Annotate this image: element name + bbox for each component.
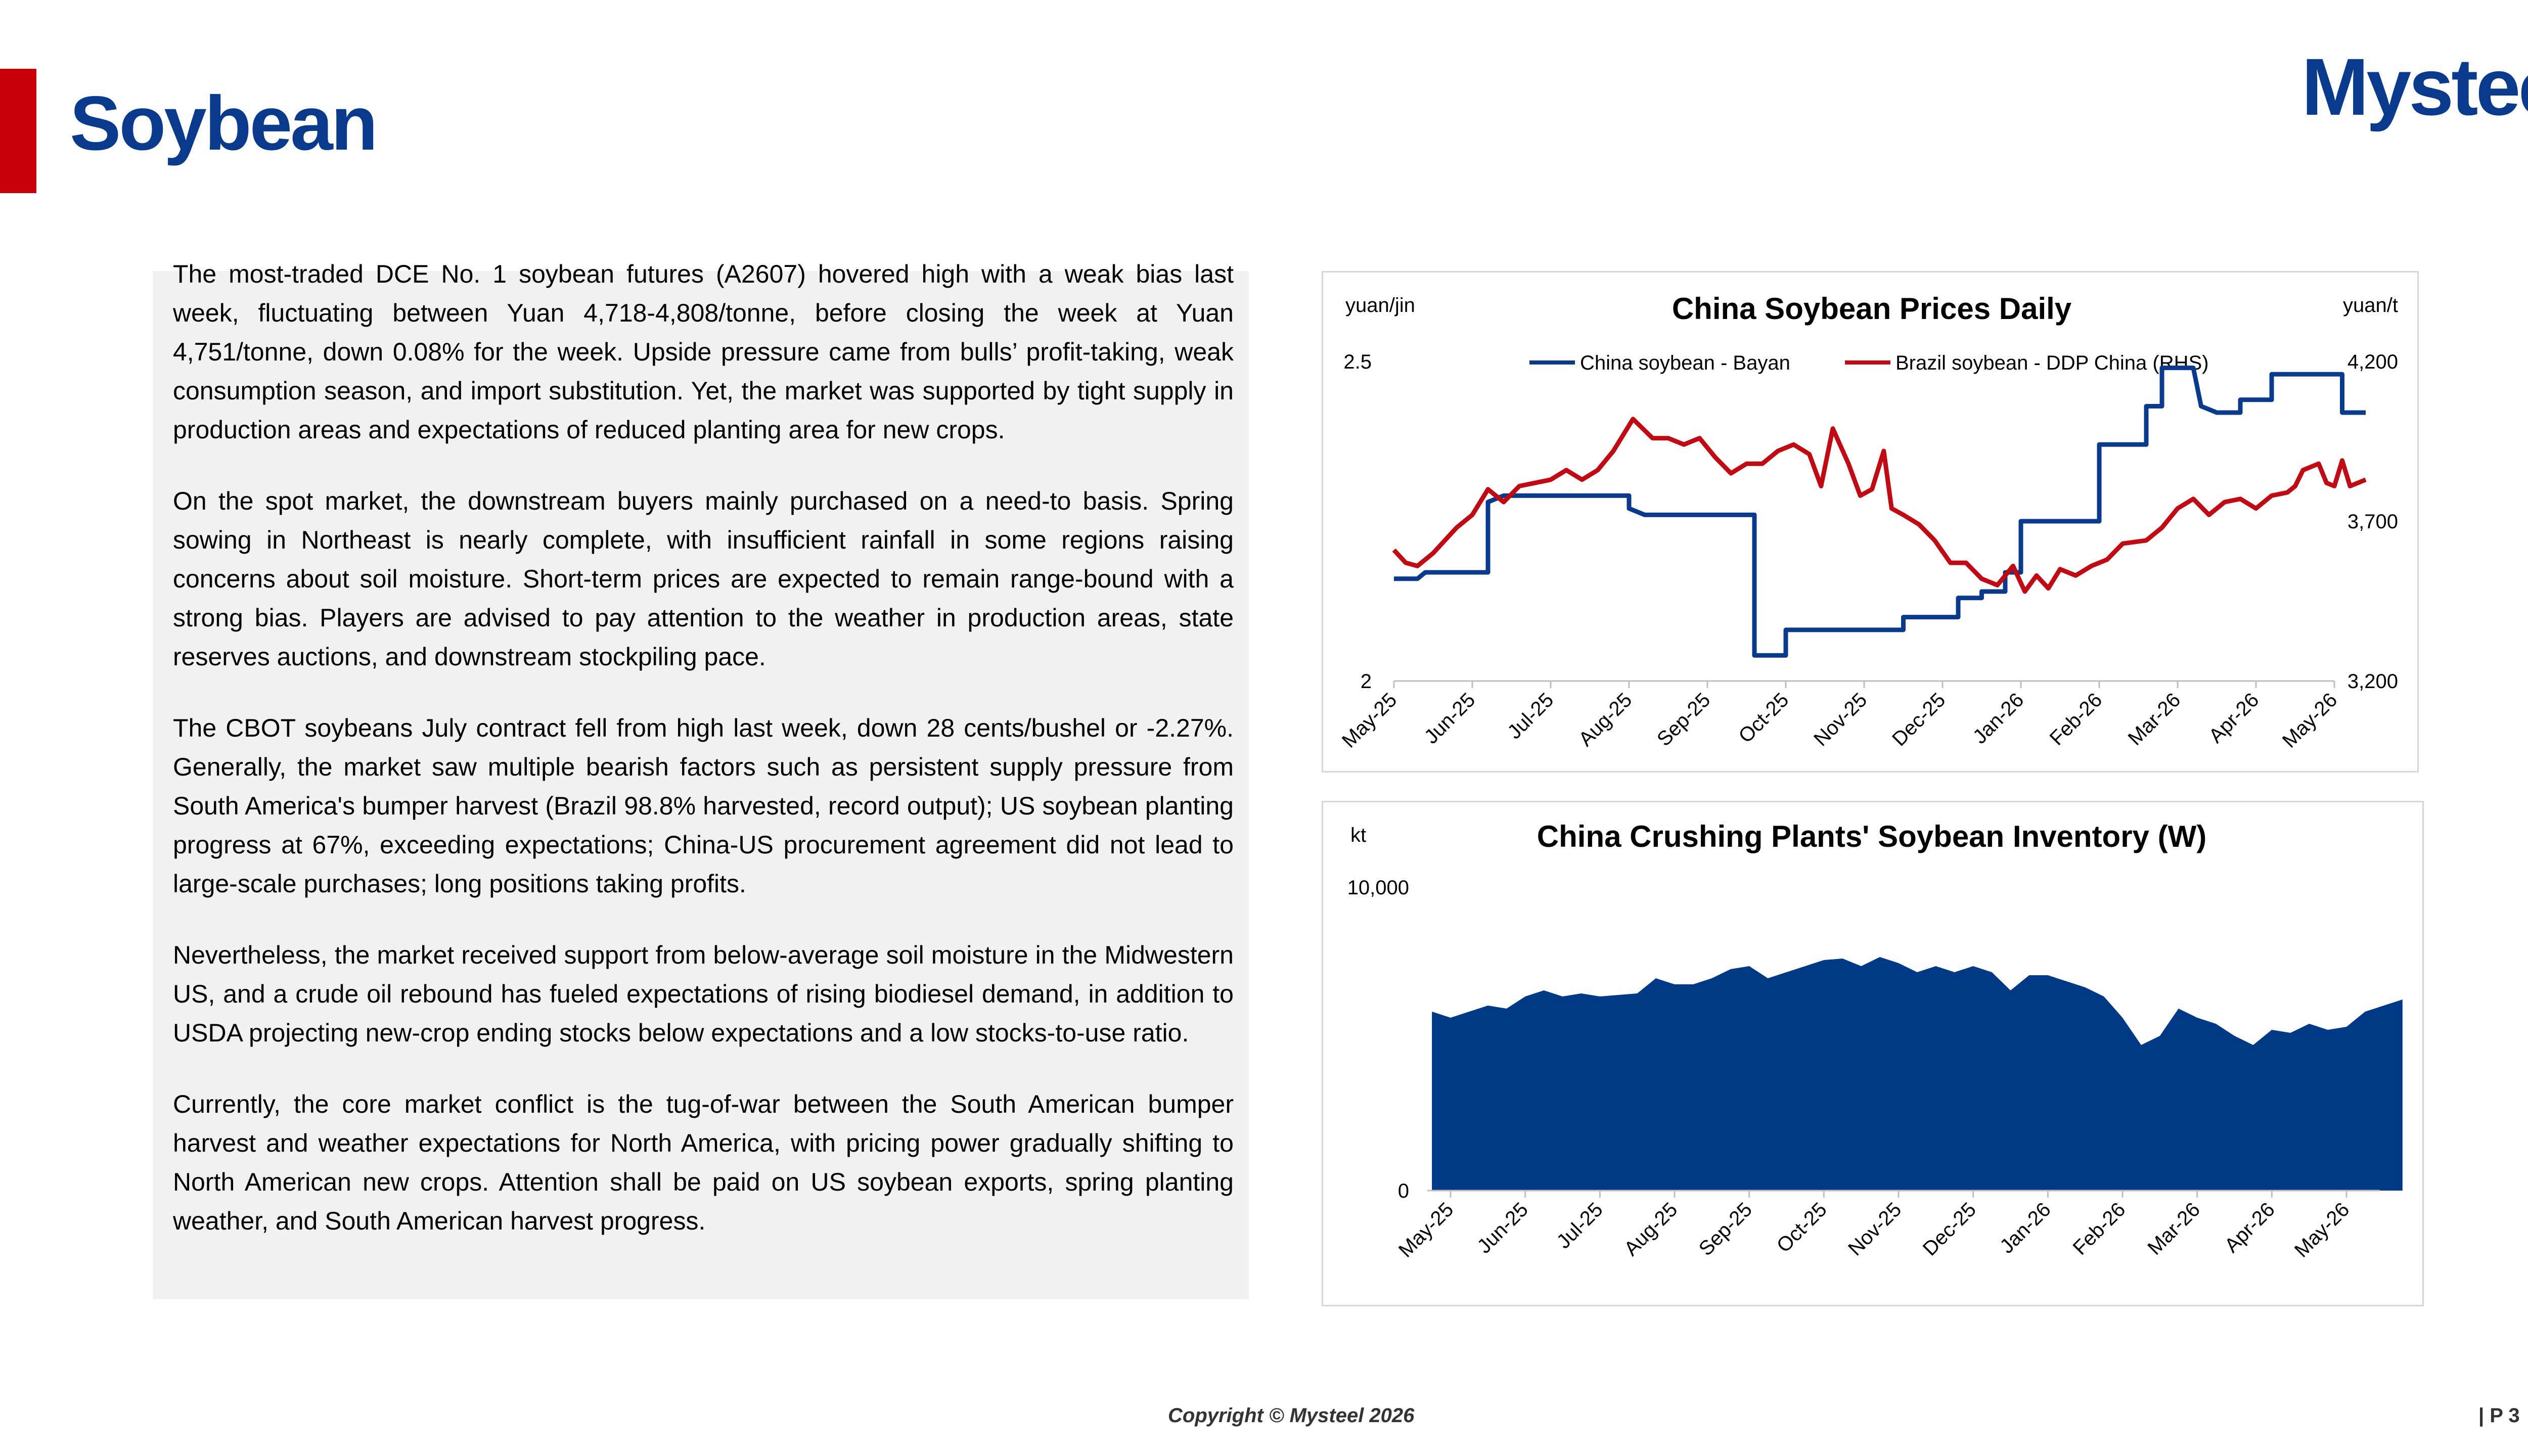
x-tick-label: Apr-26 <box>2221 1198 2279 1257</box>
x-tick-label: Oct-25 <box>1734 689 1793 747</box>
logo-text: Mysteel <box>2301 41 2528 132</box>
y-tick: 10,000 <box>1347 877 1409 899</box>
x-tick-label: Mar-26 <box>2124 689 2185 750</box>
x-tick-label: Aug-25 <box>1574 689 1636 750</box>
x-tick-label: Apr-26 <box>2204 689 2263 747</box>
x-tick-label: May-25 <box>1394 1198 1458 1261</box>
x-tick-label: Sep-25 <box>1695 1198 1756 1260</box>
y-tick-right: 3,700 <box>2348 511 2398 533</box>
paragraph: The CBOT soybeans July contract fell fro… <box>173 714 1234 898</box>
x-tick-label: Feb-26 <box>2069 1198 2130 1259</box>
x-tick-label: Nov-25 <box>1844 1198 1906 1260</box>
mysteel-logo: Mysteel <box>2301 47 2528 127</box>
page-number: | P 3 <box>2478 1404 2520 1427</box>
price-chart: China Soybean Prices Daily yuan/jin yuan/t… <box>1322 271 2419 772</box>
paragraph: The most-traded DCE No. 1 soybean future… <box>173 260 1234 444</box>
inventory-chart: China Crushing Plants' Soybean Inventory… <box>1322 801 2424 1306</box>
x-tick-label: May-25 <box>1338 689 1401 752</box>
y-axis-label-left: yuan/jin <box>1345 294 1415 316</box>
x-tick-label: Sep-25 <box>1653 689 1714 750</box>
commentary-text: The most-traded DCE No. 1 soybean future… <box>173 255 1234 1273</box>
x-tick-label: Aug-25 <box>1620 1198 1682 1260</box>
chart-title: China Crushing Plants' Soybean Inventory… <box>1537 820 2206 853</box>
x-tick-label: May-26 <box>2290 1198 2354 1261</box>
x-tick-label: Oct-25 <box>1773 1198 1831 1257</box>
x-tick-label: Feb-26 <box>2046 689 2107 750</box>
paragraph: On the spot market, the downstream buyer… <box>173 487 1234 671</box>
series-line-brazil-ddp <box>1392 417 2367 594</box>
y-axis-label-right: yuan/t <box>2343 294 2398 316</box>
page-title: Soybean <box>70 80 378 166</box>
y-tick-left: 2 <box>1361 670 1372 693</box>
y-tick: 0 <box>1398 1180 1409 1202</box>
x-tick-label: Mar-26 <box>2143 1198 2204 1259</box>
x-tick-label: Dec-25 <box>1919 1198 1980 1260</box>
series-line-china-bayan <box>1394 366 2366 658</box>
legend-label: China soybean - Bayan <box>1580 352 1790 374</box>
y-axis-label: kt <box>1350 824 1366 846</box>
x-tick-label: Jul-25 <box>1503 689 1558 743</box>
legend-label: Brazil soybean - DDP China (RHS) <box>1895 352 2208 374</box>
price-chart-svg: China Soybean Prices Daily yuan/jin yuan/t… <box>1338 292 2398 752</box>
y-tick-left: 2.5 <box>1343 351 1372 373</box>
paragraph: Nevertheless, the market received suppor… <box>173 941 1234 1047</box>
x-tick-label: Jun-25 <box>1420 689 1480 748</box>
inventory-area <box>1432 957 2403 1191</box>
x-tick-label: May-26 <box>2278 689 2341 752</box>
commentary-panel <box>153 271 1249 1299</box>
inventory-chart-svg: China Crushing Plants' Soybean Inventory… <box>1347 820 2403 1262</box>
x-tick-label: Jul-25 <box>1553 1198 1607 1253</box>
x-tick-label: Jan-26 <box>1996 1198 2055 1258</box>
paragraph: Currently, the core market conflict is t… <box>173 1090 1234 1235</box>
x-tick-label: Jan-26 <box>1969 689 2028 748</box>
section-accent-bar <box>0 69 36 193</box>
y-tick-right: 3,200 <box>2348 670 2398 693</box>
x-tick-label: Dec-25 <box>1888 689 1950 750</box>
chart-title: China Soybean Prices Daily <box>1672 292 2072 326</box>
y-tick-right: 4,200 <box>2348 351 2398 373</box>
x-tick-label: Nov-25 <box>1810 689 1871 750</box>
x-tick-label: Jun-25 <box>1473 1198 1532 1258</box>
copyright-notice: Copyright © Mysteel 2026 <box>1168 1404 1415 1427</box>
